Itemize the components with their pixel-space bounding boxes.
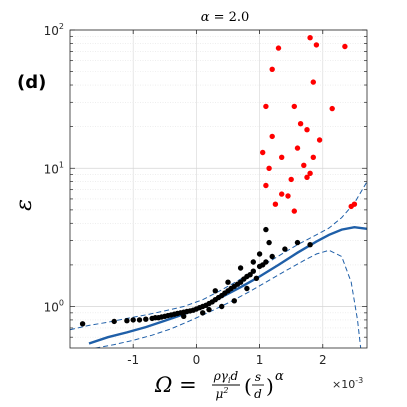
y-tick-label: 102 <box>44 22 64 38</box>
red-data-point <box>301 162 307 168</box>
frac-num-tail: d <box>231 369 239 383</box>
x-axis-label: Ω = ργid μ2 ( s d ) α <box>154 369 284 401</box>
x-tick-label: -1 <box>127 353 139 367</box>
frac-num-main: ργ <box>213 369 229 383</box>
black-data-point <box>266 239 272 246</box>
fit-line <box>88 225 367 345</box>
black-data-point <box>250 259 256 265</box>
frac-num-sub: i <box>228 376 231 385</box>
x-label-inner-den: d <box>254 387 262 401</box>
y-tick-base: 10 <box>44 162 59 176</box>
red-data-point <box>351 201 358 207</box>
red-data-point <box>288 176 294 183</box>
red-data-point <box>307 35 313 41</box>
x-label-frac-den: μ2 <box>216 386 229 401</box>
black-data-point <box>200 310 206 316</box>
confidence-bound-line <box>70 181 367 331</box>
red-data-point <box>279 191 285 197</box>
frac-den-sup: 2 <box>222 386 228 395</box>
black-data-point <box>143 316 149 322</box>
red-data-point <box>285 193 291 199</box>
x-tick-label: 1 <box>256 353 264 367</box>
red-data-point <box>266 165 272 171</box>
red-data-point <box>310 154 316 160</box>
data-points <box>79 35 358 327</box>
black-data-point <box>263 226 269 233</box>
y-tick-base: 10 <box>44 301 59 315</box>
y-tick-power: 0 <box>59 299 64 308</box>
x-label-inner-num: s <box>255 370 261 384</box>
x-label-frac-num: ργid <box>213 369 239 385</box>
title-symbol: α <box>201 10 210 25</box>
red-data-point <box>269 66 275 73</box>
black-data-point <box>244 285 250 292</box>
red-data-point <box>316 137 323 143</box>
frac-den-main: μ <box>216 387 224 401</box>
black-data-point <box>136 317 143 323</box>
black-data-point <box>307 242 313 248</box>
black-data-point <box>237 265 244 271</box>
x-label-lhs: Ω = <box>154 373 197 397</box>
x-label-paren-close: ) <box>266 374 274 398</box>
red-data-point <box>313 42 320 48</box>
black-data-point <box>111 318 117 325</box>
black-data-point <box>294 239 301 246</box>
red-data-point <box>263 182 269 189</box>
black-data-point <box>212 288 218 294</box>
red-data-point <box>310 79 316 85</box>
black-data-point <box>225 279 231 285</box>
y-tick-power: 1 <box>59 160 64 169</box>
red-data-point <box>304 127 310 133</box>
red-data-point <box>275 45 282 51</box>
red-data-point <box>279 154 285 160</box>
title-rest: = 2.0 <box>209 10 249 25</box>
chart-title: α = 2.0 <box>201 10 250 25</box>
y-tick-label: 101 <box>44 160 64 176</box>
red-data-point <box>304 174 310 180</box>
red-data-point <box>260 149 266 156</box>
x-exponent-power: -3 <box>355 376 363 385</box>
black-data-point <box>269 253 275 260</box>
fit-curves <box>70 181 367 348</box>
confidence-bound-line <box>95 249 362 348</box>
x-exponent-base: ×10 <box>332 378 355 391</box>
y-tick-power: 2 <box>59 22 64 31</box>
black-data-point <box>79 321 86 327</box>
black-data-point <box>256 251 263 257</box>
red-data-point <box>291 103 297 110</box>
black-data-point <box>124 318 130 324</box>
red-data-point <box>269 133 275 140</box>
red-data-point <box>342 43 348 50</box>
black-data-point <box>250 268 256 274</box>
y-axis-label: ε <box>12 199 37 211</box>
black-data-point <box>253 275 260 281</box>
x-label-paren-open: ( <box>244 374 252 398</box>
red-data-point <box>272 201 279 207</box>
plot-frame <box>69 29 368 349</box>
x-tick-label: 2 <box>319 353 327 367</box>
red-data-point <box>263 103 269 110</box>
y-tick-base: 10 <box>44 24 59 38</box>
black-data-point <box>282 246 288 252</box>
black-data-point <box>130 317 136 323</box>
black-data-point <box>247 272 253 278</box>
red-data-point <box>294 145 301 151</box>
black-data-point <box>219 303 225 310</box>
red-data-point <box>329 105 335 112</box>
black-data-point <box>231 298 237 304</box>
panel-label: (d) <box>17 72 46 93</box>
red-data-point <box>297 121 304 127</box>
black-data-point <box>206 306 212 313</box>
red-data-point <box>291 208 297 214</box>
black-data-point <box>181 313 187 319</box>
x-label-power: α <box>275 369 284 384</box>
y-tick-label: 100 <box>44 299 64 315</box>
black-data-point <box>260 262 266 268</box>
x-tick-label: 0 <box>193 353 201 367</box>
red-data-point <box>307 170 313 176</box>
x-exponent-label: ×10-3 <box>332 376 363 391</box>
